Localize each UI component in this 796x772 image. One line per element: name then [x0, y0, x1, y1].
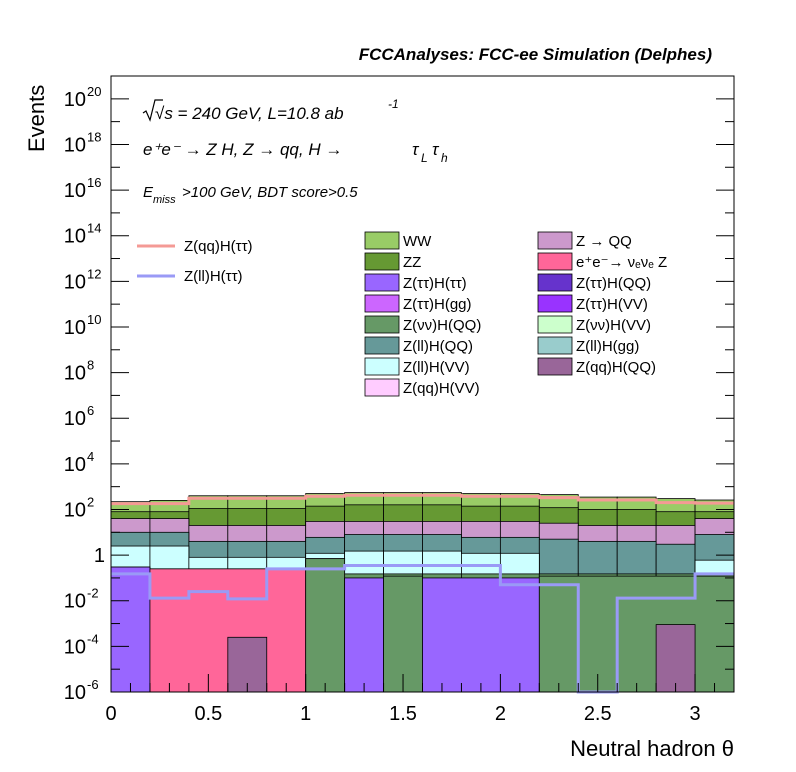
y-tick-exponent: 12: [87, 266, 101, 281]
process-sub-l: L: [421, 151, 428, 165]
legend-left-label: Z(qq)H(VV): [403, 380, 480, 397]
y-tick-label: 10: [64, 408, 86, 430]
legend-left-swatch: [364, 252, 400, 271]
stacked-bars: [110, 492, 735, 693]
process-tau-h: τ: [432, 140, 440, 159]
floor-bin-6: [538, 575, 735, 693]
legend-right-swatch: [537, 294, 573, 313]
series-line-0: [111, 493, 734, 506]
legend-right-label: Z(qq)H(QQ): [576, 359, 656, 376]
y-axis-label: Events: [24, 85, 49, 152]
legend-right-label: Z(ll)H(gg): [576, 338, 639, 355]
y-tick-label: 10: [64, 317, 86, 339]
legend-left-label: Z(ll)H(VV): [403, 359, 470, 376]
y-tick-exponent: 14: [87, 221, 101, 236]
legend-right-label: Z(νν)H(VV): [576, 317, 651, 334]
y-tick-label: 10: [64, 89, 86, 111]
legend-right-swatch: [537, 357, 573, 376]
x-tick-label: 3: [690, 703, 701, 725]
zqqh-qq-bin-2: [655, 624, 696, 693]
floor-bin-3: [344, 577, 384, 693]
y-tick-label: 10: [64, 363, 86, 385]
y-tick-label: 10: [64, 499, 86, 521]
process-text: e⁺e⁻ → Z H, Z → qq, H →: [143, 140, 342, 159]
legend-left-label: Z(ττ)H(ττ): [403, 275, 467, 292]
legend-left-label: WW: [403, 233, 432, 250]
process-sub-h: h: [441, 151, 448, 165]
y-tick-label: 10: [64, 591, 86, 613]
y-tick-label: 10: [64, 454, 86, 476]
legend-right-swatch: [537, 336, 573, 355]
y-tick-exponent: 10: [87, 312, 101, 327]
legend-left-swatch: [364, 336, 400, 355]
legend-line-label: Z(ll)H(ττ): [184, 268, 243, 285]
cut-e: E: [143, 184, 154, 201]
y-tick-exponent: 20: [87, 84, 101, 99]
y-tick-exponent: -4: [87, 631, 99, 646]
y-tick-label: 10: [64, 134, 86, 156]
legend-right-label: Z → QQ: [576, 233, 632, 250]
legend-right-swatch: [537, 231, 573, 250]
x-tick-label: 0.5: [194, 703, 222, 725]
legend-right-label: Z(ττ)H(QQ): [576, 275, 651, 292]
floor-bin-2: [305, 558, 346, 693]
legend-left-label: Z(ττ)H(gg): [403, 296, 472, 313]
y-tick-exponent: 2: [87, 494, 94, 509]
signal-lines: [111, 493, 734, 694]
y-tick-exponent: -2: [87, 586, 99, 601]
x-axis-label: Neutral hadron θ: [570, 736, 734, 761]
legend-right-swatch: [537, 273, 573, 292]
x-tick-label: 1.5: [389, 703, 417, 725]
legend-right-swatch: [537, 252, 573, 271]
legend: Z(qq)H(ττ) Z(ll)H(ττ) WW ZZ Z(ττ)H(ττ) Z(ττ)H…: [137, 231, 667, 397]
legend-left-label: Z(νν)H(QQ): [403, 317, 481, 334]
lumi-exponent: -1: [388, 97, 399, 111]
x-tick-label: 0: [105, 703, 116, 725]
y-tick-label: 10: [64, 636, 86, 658]
legend-left-swatch: [364, 315, 400, 334]
cut-sub: miss: [153, 194, 176, 206]
y-tick-exponent: 18: [87, 129, 101, 144]
process-tau-l: τ: [412, 140, 420, 159]
y-tick-exponent: -6: [87, 677, 99, 692]
floor-bin-5: [422, 577, 540, 693]
legend-left-swatch: [364, 357, 400, 376]
x-tick-label: 2: [495, 703, 506, 725]
zqqh-qq-bin-1: [227, 636, 268, 693]
y-tick-label: 10: [64, 682, 86, 704]
x-tick-label: 1: [300, 703, 311, 725]
y-tick-label: 10: [64, 271, 86, 293]
legend-left-swatch: [364, 294, 400, 313]
legend-left-swatch: [364, 378, 400, 397]
y-tick-label: 10: [64, 226, 86, 248]
y-tick-exponent: 8: [87, 358, 94, 373]
floor-bin-0: [110, 566, 151, 693]
annotation-cut: E miss >100 GeV, BDT score>0.5: [143, 184, 358, 206]
chart-title: FCCAnalyses: FCC-ee Simulation (Delphes): [359, 45, 713, 64]
legend-right-swatch: [537, 315, 573, 334]
x-tick-label: 2.5: [584, 703, 612, 725]
energy-lumi-text: √s = 240 GeV, L=10.8 ab: [155, 104, 344, 123]
legend-line-label: Z(qq)H(ττ): [184, 238, 253, 255]
y-tick-exponent: 6: [87, 403, 94, 418]
legend-left-swatch: [364, 231, 400, 250]
legend-left-label: ZZ: [403, 254, 421, 271]
y-tick-exponent: 4: [87, 449, 94, 464]
legend-right-label: e⁺e⁻→ νₑνₑ Z: [576, 254, 667, 271]
legend-left-swatch: [364, 273, 400, 292]
legend-right-label: Z(ττ)H(VV): [576, 296, 648, 313]
cut-rest: >100 GeV, BDT score>0.5: [182, 184, 358, 201]
sqrt-sign: [142, 99, 163, 122]
legend-left-label: Z(ll)H(QQ): [403, 338, 473, 355]
y-tick-exponent: 16: [87, 175, 101, 190]
y-tick-label: 10: [64, 180, 86, 202]
annotation-process: e⁺e⁻ → Z H, Z → qq, H → τ L τ h: [143, 140, 448, 165]
y-tick-label: 1: [94, 545, 105, 567]
series-line-1: [111, 564, 734, 694]
annotation-energy: √s = 240 GeV, L=10.8 ab -1: [142, 97, 399, 123]
